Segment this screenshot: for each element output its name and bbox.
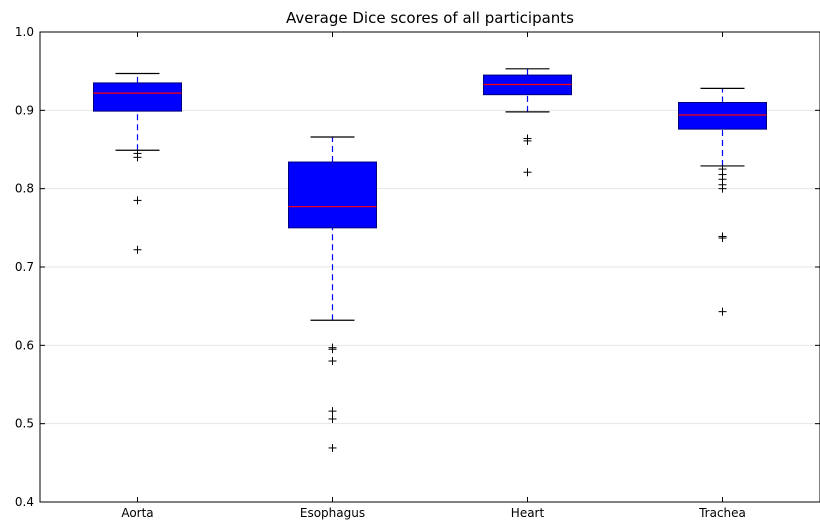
y-tick-label: 0.5	[15, 417, 34, 431]
outlier-point	[328, 414, 337, 423]
y-tick-label: 0.9	[15, 103, 34, 117]
outlier-point	[133, 153, 142, 162]
tick-layer: 0.4 0.5 0.6 0.7 0.8 0.9 1.0 Aorta Esophagus Heart…	[15, 25, 820, 520]
outlier-point	[718, 234, 727, 243]
x-tick-label: Esophagus	[300, 506, 365, 520]
y-tick-label: 0.7	[15, 260, 34, 274]
outlier-point	[328, 357, 337, 365]
outlier-point	[718, 184, 727, 193]
outlier-point	[133, 196, 142, 205]
y-tick-label: 0.4	[15, 495, 34, 509]
outlier-point	[328, 345, 337, 354]
outlier-point	[718, 307, 727, 316]
y-tick-label: 0.6	[15, 338, 34, 352]
y-tick-label: 1.0	[15, 25, 34, 39]
outlier-point	[328, 407, 337, 416]
box-layer	[93, 68, 767, 452]
outlier-point	[523, 168, 532, 177]
box-iqr	[93, 82, 182, 112]
outlier-point	[328, 443, 337, 452]
chart-title: Average Dice scores of all participants	[286, 9, 574, 27]
grid-layer	[40, 109, 820, 425]
box-iqr	[288, 161, 377, 229]
x-tick-label: Heart	[511, 506, 545, 520]
outlier-point	[133, 245, 142, 254]
x-tick-label: Aorta	[121, 506, 153, 520]
x-tick-label: Trachea	[698, 506, 746, 520]
y-tick-label: 0.8	[15, 182, 34, 196]
box-iqr	[678, 102, 767, 130]
outlier-point	[523, 136, 532, 145]
